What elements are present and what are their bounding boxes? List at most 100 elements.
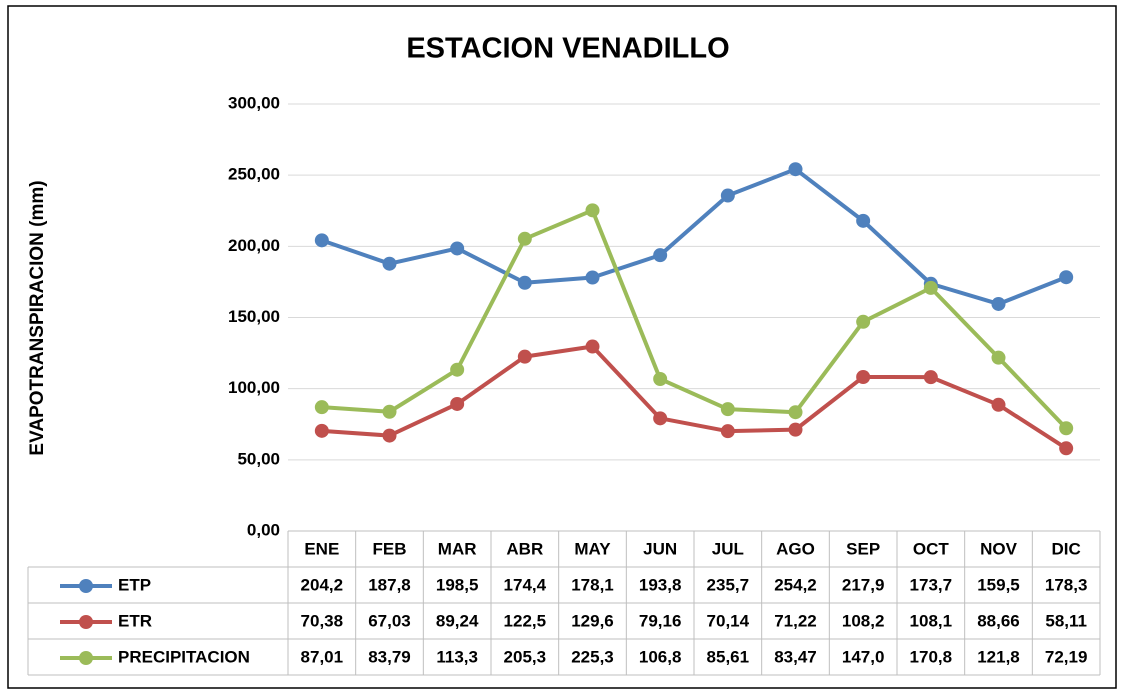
table-value: 174,4 xyxy=(504,575,547,594)
y-tick-label: 100,00 xyxy=(228,378,280,397)
legend-marker xyxy=(79,615,93,629)
data-point xyxy=(382,404,397,419)
data-point xyxy=(991,296,1006,311)
y-tick-label: 200,00 xyxy=(228,236,280,255)
x-tick-label: NOV xyxy=(980,539,1018,558)
x-tick-label: ABR xyxy=(506,539,543,558)
table-value: 121,8 xyxy=(977,647,1020,666)
y-tick-label: 50,00 xyxy=(237,449,280,468)
table-value: 217,9 xyxy=(842,575,885,594)
data-point xyxy=(314,423,329,438)
table-value: 108,2 xyxy=(842,611,885,630)
legend-label: ETR xyxy=(118,611,152,630)
series-line xyxy=(321,208,1068,430)
table-value: 106,8 xyxy=(639,647,682,666)
x-tick-label: JUL xyxy=(712,539,744,558)
data-point xyxy=(450,241,465,256)
data-point xyxy=(314,400,329,415)
table-value: 71,22 xyxy=(774,611,817,630)
x-tick-label: FEB xyxy=(373,539,407,558)
x-tick-label: ENE xyxy=(304,539,339,558)
data-point xyxy=(382,428,397,443)
table-value: 187,8 xyxy=(368,575,411,594)
table-value: 178,3 xyxy=(1045,575,1088,594)
table-value: 72,19 xyxy=(1045,647,1088,666)
data-point xyxy=(788,162,803,177)
table-value: 178,1 xyxy=(571,575,614,594)
y-tick-label: 150,00 xyxy=(228,307,280,326)
table-value: 88,66 xyxy=(977,611,1020,630)
data-point xyxy=(923,370,938,385)
table-value: 85,61 xyxy=(707,647,750,666)
table-value: 122,5 xyxy=(504,611,547,630)
table-value: 58,11 xyxy=(1045,611,1087,630)
chart-title: ESTACION VENADILLO xyxy=(406,33,729,65)
data-point xyxy=(517,349,532,364)
y-tick-label: 250,00 xyxy=(228,165,280,184)
table-value: 79,16 xyxy=(639,611,682,630)
chart-frame xyxy=(7,5,1117,689)
data-point xyxy=(1059,270,1074,285)
data-point xyxy=(720,424,735,439)
table-value: 204,2 xyxy=(301,575,344,594)
table-value: 147,0 xyxy=(842,647,885,666)
data-point xyxy=(856,213,871,228)
x-tick-label: DIC xyxy=(1052,539,1081,558)
table-value: 193,8 xyxy=(639,575,682,594)
x-tick-label: JUN xyxy=(643,539,677,558)
table-value: 159,5 xyxy=(977,575,1020,594)
table-value: 173,7 xyxy=(910,575,953,594)
data-point xyxy=(382,256,397,271)
data-point xyxy=(1059,421,1074,436)
table-value: 67,03 xyxy=(368,611,411,630)
table-value: 89,24 xyxy=(436,611,479,630)
table-value: 254,2 xyxy=(774,575,817,594)
data-point xyxy=(720,402,735,417)
table-value: 70,38 xyxy=(301,611,344,630)
data-point xyxy=(923,280,938,295)
table-value: 108,1 xyxy=(910,611,953,630)
series-line xyxy=(321,167,1067,306)
x-tick-label: AGO xyxy=(776,539,815,558)
table-value: 235,7 xyxy=(707,575,750,594)
data-point xyxy=(1059,441,1074,456)
series-line xyxy=(321,344,1068,450)
data-point xyxy=(585,339,600,354)
data-point xyxy=(517,231,532,246)
legend-marker xyxy=(79,579,93,593)
y-tick-label: 300,00 xyxy=(228,93,280,112)
data-point xyxy=(517,275,532,290)
table-value: 198,5 xyxy=(436,575,479,594)
data-point xyxy=(450,362,465,377)
table-value: 113,3 xyxy=(436,647,478,666)
data-point xyxy=(314,233,329,248)
legend-label: PRECIPITACION xyxy=(118,647,250,666)
x-tick-label: OCT xyxy=(913,539,950,558)
data-point xyxy=(856,369,871,384)
table-value: 170,8 xyxy=(910,647,953,666)
table-value: 205,3 xyxy=(504,647,547,666)
data-point xyxy=(653,248,668,263)
legend-marker xyxy=(79,651,93,665)
data-point xyxy=(653,371,668,386)
x-tick-label: SEP xyxy=(846,539,880,558)
x-tick-label: MAY xyxy=(574,539,611,558)
data-point xyxy=(585,270,600,285)
data-point xyxy=(653,411,668,426)
data-point xyxy=(788,422,803,437)
legend-label: ETP xyxy=(118,575,151,594)
table-value: 129,6 xyxy=(571,611,614,630)
data-point xyxy=(991,397,1006,412)
data-point xyxy=(991,350,1006,365)
data-point xyxy=(720,188,735,203)
data-point xyxy=(450,396,465,411)
table-value: 70,14 xyxy=(707,611,750,630)
y-axis-label: EVAPOTRANSPIRACION (mm) xyxy=(27,180,48,455)
table-value: 83,79 xyxy=(368,647,411,666)
table-value: 83,47 xyxy=(774,647,817,666)
data-point xyxy=(788,405,803,420)
data-point xyxy=(856,314,871,329)
y-tick-label: 0,00 xyxy=(247,520,280,539)
table-value: 87,01 xyxy=(301,647,344,666)
